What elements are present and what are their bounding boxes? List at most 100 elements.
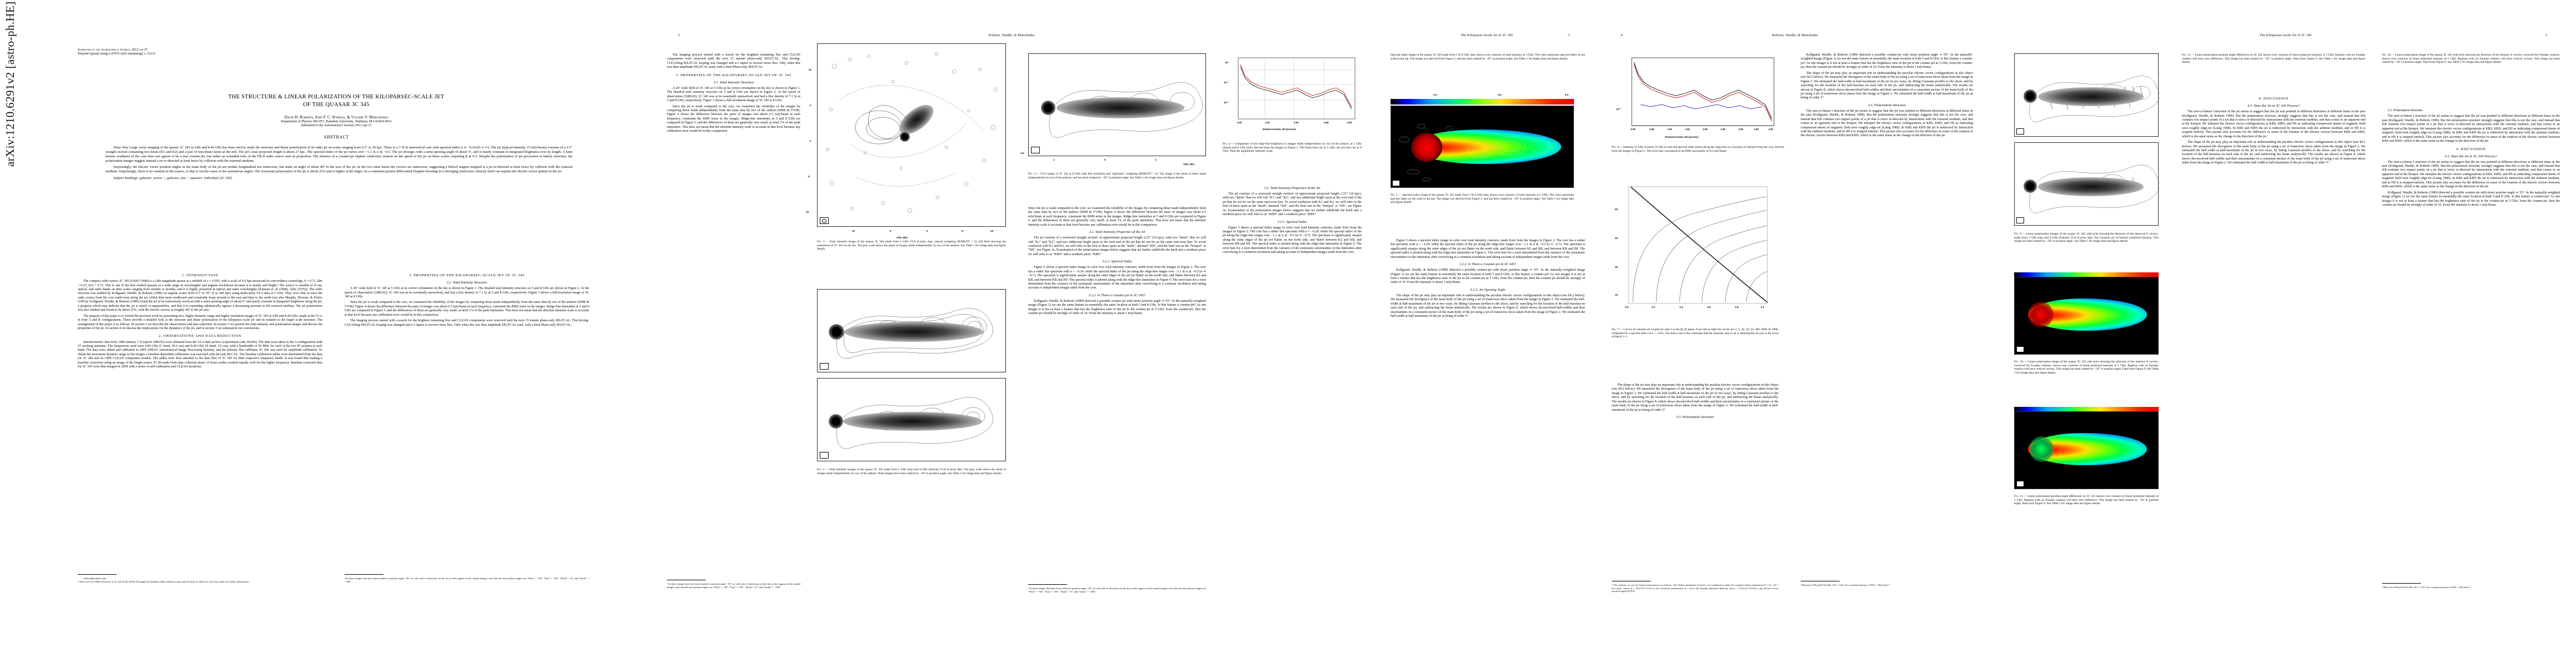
p2-left-paragraph-3: Since the jet is weak compared to the co…: [667, 104, 800, 133]
p5-right-paragraph-0: 3.3. Polarization Structure: [2388, 109, 2423, 112]
fig4-xtick-0: 0.00: [1237, 121, 1242, 124]
figure-7-caption-text: Curves of constant jet counter-jet ratio…: [1612, 328, 1778, 339]
abstract-paragraph-2: Surprisingly, the electric vector positi…: [106, 165, 572, 173]
page2-left-column: The imaging process started with a searc…: [667, 53, 800, 136]
figure-6-ridgeline-plot: 10⁻³ 0.00 0.50 1.00 1.50 2.00 2.50 3.00 …: [1612, 53, 1784, 148]
figure-11-caption-top: Fig. 11.— Linear polarization position a…: [2182, 53, 2365, 64]
page1-right-column: 3. PROPERTIES OF THE KILOPARSEC-SCALE JE…: [345, 270, 589, 329]
fig1-ytick-10: 10: [809, 68, 811, 71]
preprint-header: Submitted to the Astronomical Journal 20…: [78, 48, 389, 56]
fig4-xtick-1: 1.00: [1265, 121, 1270, 124]
figure-9a-core: [2024, 89, 2037, 103]
intro-paragraph-1: The compact radio source 3C 345 (J1642+3…: [78, 280, 322, 312]
p3-paragraph-3: The shape of the jet may play an importa…: [1391, 293, 1585, 318]
subsection-3-1-b: 3.1. Total Intensity Structure: [713, 80, 754, 84]
footnote-1: ¹ There are over 1000 references to 3C 3…: [78, 580, 250, 583]
fig7-ytick-80: 80: [1615, 208, 1618, 211]
p2-right-paragraph-4: Kollgaard, Wardle, & Roberts (1989) dete…: [1028, 299, 1206, 316]
page1-footnotes-right: ² In these images that have been rotated…: [345, 577, 589, 583]
page-2: 2 Roberts, Wardle, & Marchenko The imagi…: [645, 0, 1378, 667]
p2-far-right-paragraph-1: The jet consists of a westward straight …: [1223, 192, 1362, 217]
figure-5-spectral-index-image: [1391, 106, 1574, 188]
figure-6-plot: [1631, 57, 1775, 126]
fig1-xaxis-label: ARC SEC: [896, 236, 908, 239]
figure-4-caption-text: Comparison of the ridge-line brightness …: [1223, 142, 1362, 153]
page-number-3: 3: [1567, 33, 1569, 37]
fig7-xtick-04: 0.4: [1680, 306, 1683, 308]
figure-6-caption-text: Intensity (5 GHz in black, 8 GHz in red)…: [1612, 146, 1784, 153]
p2-left-paragraph-1: The imaging process started with a searc…: [667, 53, 800, 69]
figure-9b-core: [2024, 180, 2037, 193]
abstract-heading: ABSTRACT: [323, 135, 349, 140]
figure-5-caption-top: Spectral index image of the quasar 3C 34…: [1391, 53, 1585, 61]
figure-4-ridgeline-comparison: 10° 10⁻¹ 10⁻² 0.00 1.00 2.00 3.00 4.00 D…: [1223, 53, 1362, 137]
fig7-ytick-40: 40: [1615, 266, 1618, 268]
footnote-3: ³ The notation we use for linear polariz…: [1612, 584, 1778, 593]
fig3-xaxis-label: ARC SEC: [1183, 163, 1195, 166]
p2-left-paragraph-2: A 20″ wide field of 3C 345 at 5 GHz at i…: [667, 86, 800, 103]
figure-1-beam-box: [820, 217, 829, 224]
figure-11-pa-difference: [2014, 411, 2159, 489]
fig6-xtick-30: 3.00: [1738, 128, 1743, 131]
page-number-2: 2: [678, 33, 680, 37]
p2r-footnotes: ² In these images that have been rotated…: [1028, 587, 1206, 593]
figure-1-core: [900, 132, 910, 142]
subsection-3-2-1-heading-b: 3.2.1. Spectral Index: [1277, 220, 1307, 224]
figure-3-label: Fig. 3.—: [1028, 172, 1039, 176]
figure-10-caption: Fig. 10.— Linear polarization image of t…: [2014, 360, 2159, 375]
figure-11-caption-text-b: Linear polarization position angle diffe…: [2182, 53, 2366, 64]
p4-footnotes: ³ The notation we use for linear polariz…: [1612, 584, 1778, 593]
page4-right-column: Kollgaard, Wardle, & Roberts (1989) dete…: [1801, 53, 1973, 140]
preprint-line-1: Submitted to the Astronomical Journal 20…: [78, 48, 148, 52]
p2-footnotes: ² In these images that have been rotated…: [667, 583, 800, 589]
submitted-line: Submitted to the Astronomical Journal 20…: [301, 123, 372, 128]
figure-6-caption: Fig. 6.— Intensity (5 GHz in black, 8 GH…: [1612, 146, 1784, 153]
fig6-xtick-35: 3.50: [1754, 128, 1759, 131]
p4-right-paragraph-2: The shape of the jet may play an importa…: [1801, 71, 1973, 100]
p5-right-paragraph-1: The non-co-linear I structure of the jet…: [2382, 115, 2560, 143]
fig6-xtick-40: 4.00: [1768, 128, 1773, 131]
fig1-ytick-m10: -10: [805, 211, 809, 213]
fig4-ytick-2: 10⁻²: [1224, 101, 1229, 104]
fig7-xtick-02: 0.2: [1652, 306, 1656, 308]
figure-1-caption: Fig. 1.— Total intensity image of the qu…: [817, 240, 1006, 251]
p2-right-paragraph-3: Figure 5 shows a spectral index image in…: [1028, 266, 1206, 290]
fig5-cbar-tick-2: -0.5: [1497, 93, 1502, 96]
contact-email: roberts@brandeis.edu: [83, 577, 106, 580]
figure-7-beta-theta-plot: 80 60 40 20 0.0 0.2 0.4 0.6 0.8 1.0: [1612, 183, 1778, 322]
figure-11-caption-text: Linear polarization position angle diffe…: [2014, 495, 2159, 506]
fig6-xtick-10: 1.00: [1667, 128, 1672, 131]
subsection-3-1-paragraph-2: Since the jet is weak compared to the co…: [345, 301, 589, 317]
subsection-3-1-paragraph-1: A 20″ wide field of 3C 345 at 5 GHz at i…: [345, 287, 589, 298]
fig7-xtick-10: 1.0: [1761, 306, 1765, 308]
title-block: THE STRUCTURE & LINEAR POLARIZATION OF T…: [78, 93, 595, 140]
figure-10-beam-box: [2016, 346, 2024, 352]
figure-10-label: Fig. 10.—: [2014, 360, 2027, 364]
fig7-ytick-20: 20: [1615, 293, 1618, 296]
page1-footnotes: roberts@brandeis.edu ¹ There are over 10…: [78, 577, 322, 583]
running-head-authors-4: Roberts, Wardle, & Marchenko: [1772, 33, 1818, 37]
figure-5-caption: Fig. 5.— Spectral index image of the qua…: [1391, 193, 1574, 205]
figure-10-colorbar: [2014, 272, 2159, 277]
intro-paragraph-2: The purpose of this paper is to extend t…: [78, 314, 322, 330]
figure-9a-jet: [2038, 87, 2144, 106]
figure-2a-jet: [844, 322, 983, 342]
p5-right-paragraph-3: Kollgaard, Wardle, & Roberts (1989) dete…: [2382, 191, 2560, 207]
fig4-ytick-1: 10⁻¹: [1224, 81, 1229, 84]
figure-3-jet: [1057, 97, 1184, 118]
figure-1-total-intensity-field: 10 5 0 -5 -10 10 5 0 -5 -10 ARC SEC: [805, 43, 1006, 239]
fig4-xtick-4: 4.00: [1347, 121, 1352, 124]
figure-2a-core: [829, 324, 844, 340]
section-heading-observations: 2. OBSERVATIONS AND DATA REDUCTION: [158, 334, 242, 339]
fig3-ytick: -1.5: [1020, 152, 1024, 155]
figure-10-caption-text-b: Linear polarization image of the quasar …: [2382, 53, 2560, 64]
figure-11-beam-box: [2016, 481, 2024, 487]
figure-7-label: Fig. 7.—: [1612, 328, 1623, 331]
abstract-paragraph-1: Deep Very Large Array imaging of the qua…: [106, 146, 572, 163]
fig6-xtick-25: 2.50: [1721, 128, 1726, 131]
author-list: David H. Roberts, John F. C. Wardle, & V…: [284, 115, 388, 120]
figure-9-caption-text: Linear polarization images of the quasar…: [2014, 232, 2159, 243]
p4-subsection-3-3: 3.3. Polarization Structure: [1676, 415, 1715, 420]
figure-2a-beam-box: [820, 363, 829, 370]
figure-2b-jet: [843, 412, 982, 431]
